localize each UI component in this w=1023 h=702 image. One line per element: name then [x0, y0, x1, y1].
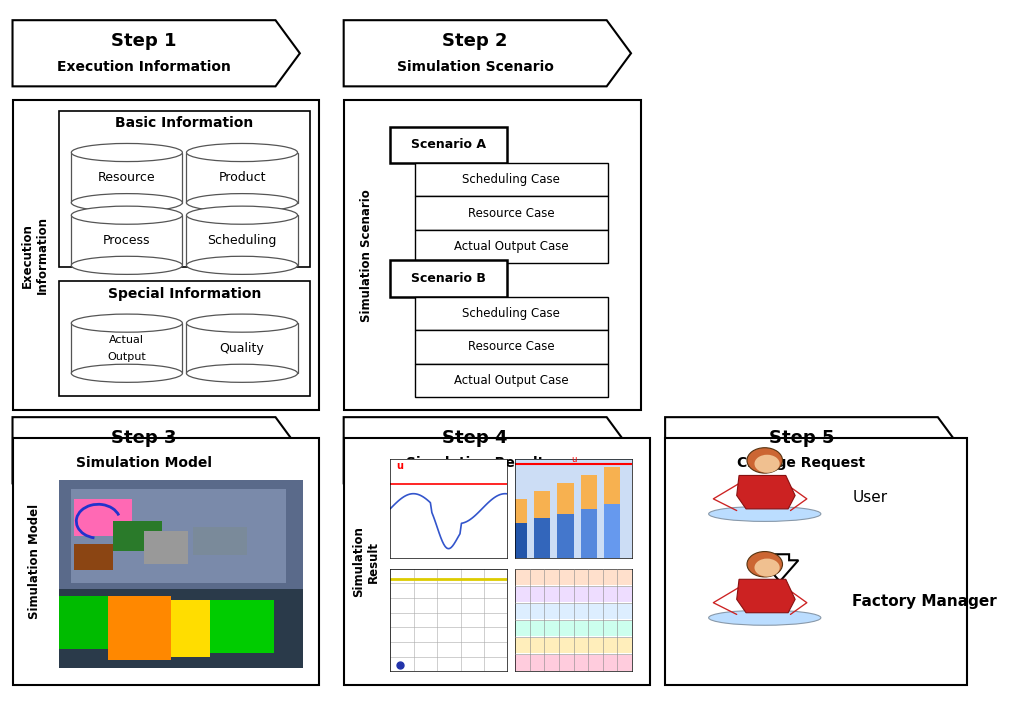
Ellipse shape — [709, 610, 820, 625]
Ellipse shape — [186, 206, 298, 224]
Circle shape — [755, 559, 780, 576]
Text: Simulation Result: Simulation Result — [406, 456, 544, 470]
Text: Process: Process — [103, 234, 150, 247]
Text: Output: Output — [107, 352, 146, 362]
Text: Model B: Model B — [171, 640, 224, 654]
Polygon shape — [12, 20, 300, 86]
Bar — [344, 100, 640, 410]
Polygon shape — [344, 417, 631, 483]
Bar — [12, 438, 319, 685]
Ellipse shape — [186, 194, 298, 212]
Text: Execution
Information: Execution Information — [20, 216, 49, 294]
Text: Change Request: Change Request — [738, 456, 865, 470]
Text: Scheduling Case: Scheduling Case — [462, 307, 561, 320]
Bar — [186, 152, 298, 203]
Text: Simulation Scenario: Simulation Scenario — [360, 189, 372, 322]
Bar — [391, 127, 507, 163]
Circle shape — [747, 552, 783, 577]
Bar — [414, 364, 608, 397]
Text: Scheduling Case: Scheduling Case — [462, 173, 561, 186]
Bar — [344, 438, 651, 685]
Ellipse shape — [72, 364, 182, 383]
Text: Actual Output Case: Actual Output Case — [454, 373, 569, 387]
Circle shape — [755, 455, 780, 472]
Bar — [59, 282, 310, 396]
Bar — [414, 230, 608, 263]
Text: Actual Output Case: Actual Output Case — [454, 240, 569, 253]
Polygon shape — [665, 417, 963, 483]
Text: Factory Manager: Factory Manager — [852, 594, 997, 609]
Text: Simulation Model: Simulation Model — [29, 504, 41, 619]
Bar — [186, 216, 298, 265]
Ellipse shape — [72, 256, 182, 274]
Text: Step 5: Step 5 — [768, 430, 834, 447]
Text: Resource: Resource — [98, 171, 155, 184]
Text: Step 1: Step 1 — [112, 32, 177, 51]
Ellipse shape — [709, 506, 820, 522]
Text: Step 2: Step 2 — [442, 32, 508, 51]
Bar — [12, 100, 319, 410]
Ellipse shape — [186, 143, 298, 161]
Bar — [414, 197, 608, 230]
Circle shape — [747, 448, 783, 473]
Polygon shape — [737, 475, 795, 509]
Text: Step 4: Step 4 — [442, 430, 508, 447]
Bar — [72, 152, 182, 203]
Text: Simulation Scenario: Simulation Scenario — [397, 60, 553, 74]
Bar — [72, 323, 182, 373]
Bar — [414, 330, 608, 364]
Bar — [414, 163, 608, 197]
Text: Resource Case: Resource Case — [468, 340, 554, 353]
Polygon shape — [761, 555, 798, 581]
Text: Step 3: Step 3 — [112, 430, 177, 447]
Text: Scenario A: Scenario A — [411, 138, 486, 152]
Bar — [391, 260, 507, 297]
Ellipse shape — [72, 194, 182, 212]
Polygon shape — [344, 20, 631, 86]
Bar — [665, 438, 967, 685]
Text: Quality: Quality — [220, 342, 264, 355]
Polygon shape — [737, 579, 795, 613]
Ellipse shape — [186, 364, 298, 383]
Ellipse shape — [186, 314, 298, 332]
Ellipse shape — [72, 143, 182, 161]
Text: Special Information: Special Information — [107, 287, 261, 301]
Text: Scenario B: Scenario B — [411, 272, 486, 285]
Text: Product: Product — [218, 171, 266, 184]
Ellipse shape — [72, 206, 182, 224]
Polygon shape — [12, 417, 300, 483]
Text: Simulation Model: Simulation Model — [76, 456, 212, 470]
Bar — [72, 216, 182, 265]
Text: User: User — [852, 490, 887, 505]
Text: Basic Information: Basic Information — [116, 117, 254, 131]
Ellipse shape — [186, 256, 298, 274]
Bar — [59, 111, 310, 267]
Text: Model A: Model A — [102, 541, 157, 553]
Bar — [186, 323, 298, 373]
Ellipse shape — [72, 314, 182, 332]
Text: Simulation
Result: Simulation Result — [352, 526, 381, 597]
Text: Scheduling: Scheduling — [208, 234, 276, 247]
Bar — [414, 297, 608, 330]
Text: Actual: Actual — [109, 335, 144, 345]
Text: Resource Case: Resource Case — [468, 206, 554, 220]
Text: Execution Information: Execution Information — [57, 60, 231, 74]
